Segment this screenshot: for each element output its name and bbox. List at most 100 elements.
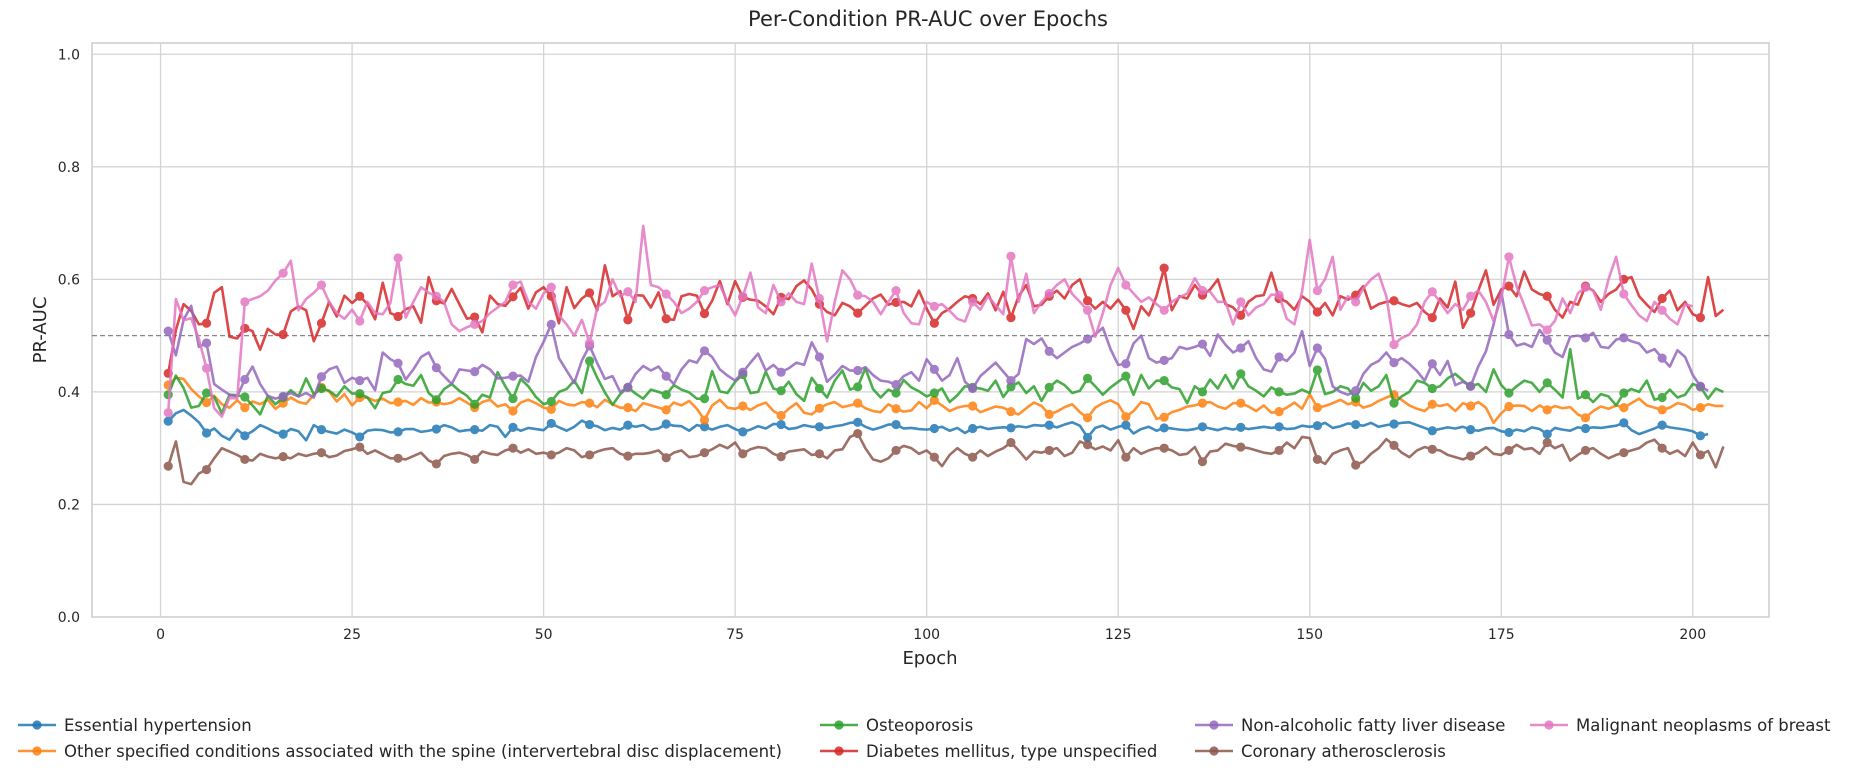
data-point bbox=[240, 374, 250, 385]
data-point bbox=[1427, 313, 1437, 323]
data-point bbox=[508, 292, 518, 302]
data-point bbox=[1504, 252, 1514, 262]
data-point bbox=[1351, 386, 1361, 396]
data-point bbox=[1657, 293, 1667, 304]
data-point bbox=[1542, 429, 1552, 439]
data-point bbox=[853, 417, 863, 427]
data-point bbox=[316, 448, 327, 458]
data-point bbox=[1389, 340, 1399, 350]
data-point bbox=[1619, 418, 1629, 428]
data-point bbox=[891, 419, 901, 430]
data-point bbox=[1657, 405, 1667, 415]
data-point bbox=[1044, 288, 1054, 299]
data-point bbox=[1351, 460, 1361, 470]
legend-item: Non-alcoholic fatty liver disease bbox=[1195, 716, 1505, 735]
data-point bbox=[1274, 387, 1284, 397]
data-point bbox=[623, 403, 633, 413]
data-point bbox=[470, 319, 480, 329]
data-point bbox=[393, 397, 403, 407]
data-point bbox=[699, 448, 710, 458]
series-group bbox=[163, 224, 1725, 486]
data-point bbox=[1580, 390, 1591, 400]
data-point bbox=[1466, 381, 1476, 391]
data-point bbox=[584, 419, 595, 430]
legend-swatch-marker bbox=[1209, 746, 1219, 756]
data-point bbox=[891, 388, 901, 398]
data-point bbox=[393, 358, 403, 368]
data-point bbox=[623, 315, 633, 325]
data-point bbox=[1466, 291, 1476, 301]
data-point bbox=[661, 314, 671, 324]
data-point bbox=[1542, 405, 1552, 415]
data-point bbox=[1236, 297, 1246, 307]
data-point bbox=[1274, 352, 1284, 362]
data-point bbox=[1657, 392, 1667, 403]
data-point bbox=[278, 429, 288, 439]
data-point bbox=[355, 432, 365, 442]
data-point bbox=[853, 290, 863, 300]
data-point bbox=[1006, 376, 1016, 386]
data-point bbox=[1389, 440, 1399, 450]
data-point bbox=[1312, 454, 1322, 465]
data-point bbox=[814, 352, 825, 362]
data-point bbox=[699, 415, 710, 425]
data-point bbox=[1351, 393, 1361, 403]
legend-item: Osteoporosis bbox=[820, 716, 973, 735]
data-point bbox=[1236, 422, 1246, 432]
data-point bbox=[393, 374, 403, 385]
data-point bbox=[1619, 403, 1629, 413]
data-point bbox=[355, 442, 365, 452]
data-point bbox=[1236, 369, 1246, 379]
series-line bbox=[166, 290, 1709, 400]
data-point bbox=[201, 363, 212, 373]
data-point bbox=[738, 449, 748, 459]
data-point bbox=[278, 391, 288, 402]
data-point bbox=[1504, 329, 1514, 340]
data-point bbox=[1351, 419, 1361, 430]
data-point bbox=[853, 382, 863, 392]
legend-item: Diabetes mellitus, type unspecified bbox=[820, 742, 1157, 761]
legend-item: Essential hypertension bbox=[18, 716, 252, 735]
data-point bbox=[163, 326, 173, 336]
data-point bbox=[240, 454, 250, 465]
data-point bbox=[1389, 296, 1399, 306]
data-point bbox=[355, 388, 365, 399]
data-point bbox=[1159, 355, 1169, 365]
data-point bbox=[1121, 371, 1131, 381]
data-point bbox=[316, 372, 327, 382]
data-point bbox=[546, 396, 556, 407]
data-point bbox=[929, 395, 939, 405]
data-point bbox=[1312, 343, 1322, 353]
data-point bbox=[776, 297, 786, 307]
data-point bbox=[470, 399, 480, 409]
data-point bbox=[1389, 358, 1399, 368]
data-point bbox=[546, 418, 556, 429]
data-point bbox=[738, 367, 748, 377]
data-point bbox=[393, 453, 403, 463]
data-point bbox=[1197, 387, 1208, 397]
data-point bbox=[891, 404, 901, 414]
data-point bbox=[201, 464, 212, 475]
data-point bbox=[1236, 310, 1246, 320]
data-point bbox=[929, 388, 939, 398]
data-point bbox=[1427, 426, 1437, 436]
data-point bbox=[508, 406, 518, 416]
data-point bbox=[1006, 313, 1016, 323]
data-point bbox=[738, 427, 748, 437]
data-point bbox=[163, 416, 173, 426]
data-point bbox=[929, 301, 939, 311]
data-point bbox=[776, 386, 786, 396]
data-point bbox=[891, 286, 901, 296]
x-tick-label: 0 bbox=[156, 627, 165, 643]
data-point bbox=[470, 312, 480, 322]
data-point bbox=[1082, 305, 1093, 315]
legend-item: Malignant neoplasms of breast bbox=[1530, 716, 1831, 735]
data-point bbox=[1044, 409, 1054, 420]
legend-label: Other specified conditions associated wi… bbox=[64, 742, 782, 761]
data-point bbox=[201, 318, 212, 328]
data-point bbox=[1466, 401, 1476, 411]
data-point bbox=[1389, 419, 1399, 429]
legend-swatch-marker bbox=[834, 720, 844, 730]
data-point bbox=[814, 403, 825, 413]
data-point bbox=[1236, 442, 1246, 452]
